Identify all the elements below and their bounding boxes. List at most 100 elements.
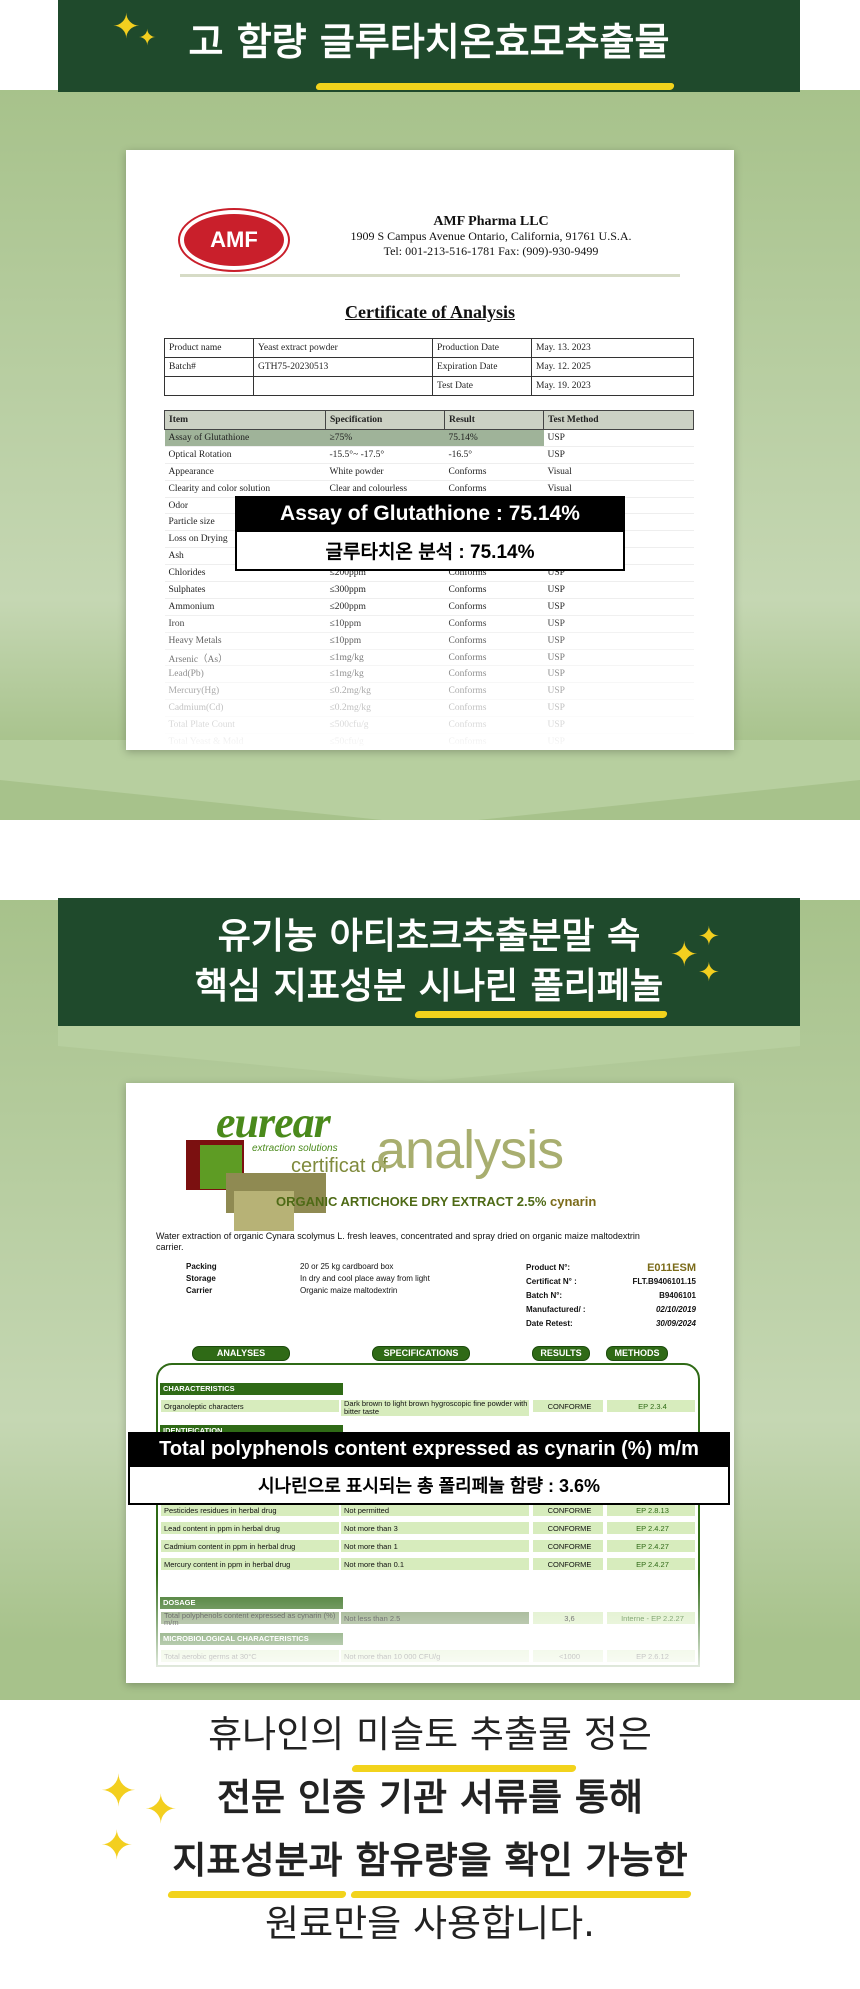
pill-specifications: SPECIFICATIONS	[372, 1346, 470, 1361]
info-cell	[164, 376, 254, 396]
row-result: CONFORME	[532, 1503, 604, 1517]
closing-highlight: 함유량을 확인 가능한	[355, 1829, 687, 1892]
header-divider	[180, 274, 680, 277]
test-cell: Sulphates	[164, 581, 326, 599]
col-header: Result	[444, 410, 544, 430]
row-spec: Not more than 3	[340, 1521, 530, 1535]
info-cell: Production Date	[432, 338, 532, 358]
star-icon: ✦	[112, 7, 141, 47]
row-result: CONFORME	[532, 1539, 604, 1553]
banner2-line2-plain: 핵심 지표성분	[194, 966, 419, 1007]
test-cell: USP	[543, 581, 694, 599]
logo-square	[234, 1191, 294, 1231]
row-analysis: Pesticides residues in herbal drug	[160, 1503, 340, 1517]
kv-value: B9406101	[659, 1291, 696, 1300]
test-row: Optical Rotation -15.5°~ -17.5° -16.5° USP	[164, 446, 694, 464]
test-cell: USP	[543, 446, 694, 464]
kv-label: Product N°:	[526, 1263, 571, 1272]
kv-value: 20 or 25 kg cardboard box	[300, 1262, 394, 1271]
col-header: Specification	[325, 410, 445, 430]
packing-info: Packing 20 or 25 kg cardboard box Storage…	[186, 1261, 430, 1297]
test-cell: Conforms	[444, 463, 544, 481]
info-cell: May. 12. 2025	[531, 357, 694, 377]
star-icon: ✦	[100, 1766, 137, 1817]
row-result: CONFORME	[532, 1521, 604, 1535]
kv-label: Carrier	[186, 1286, 213, 1295]
row-analysis: Cadmium content in ppm in herbal drug	[160, 1539, 340, 1553]
kv-value: FLT.B9406101.15	[632, 1277, 696, 1286]
closing-statement: 휴나인의 미슬토 추출물 정은 전문 인증 기관 서류를 통해 지표성분과 함유…	[0, 1703, 860, 1955]
kv-label: Date Retest:	[526, 1319, 573, 1328]
pill-methods: METHODS	[606, 1346, 668, 1361]
closing-line4: 원료만을 사용합니다.	[265, 1902, 595, 1945]
logo-subtitle: extraction solutions	[252, 1143, 338, 1154]
test-row: Sulphates ≤300ppm Conforms USP	[164, 581, 694, 599]
test-cell: White powder	[325, 463, 445, 481]
col-header: Test Method	[543, 410, 694, 430]
pill-results: RESULTS	[532, 1346, 590, 1361]
test-row: Appearance White powder Conforms Visual	[164, 463, 694, 481]
star-icon: ✦	[144, 1787, 178, 1833]
row-spec: Not permitted	[340, 1503, 530, 1517]
test-cell: Assay of Glutathione	[164, 429, 326, 447]
company-address: 1909 S Campus Avenue Ontario, California…	[350, 229, 632, 243]
test-cell: ≤300ppm	[325, 581, 445, 599]
closing-line1-b: 정은	[572, 1713, 652, 1756]
kv-value: In dry and cool place away from light	[300, 1274, 430, 1283]
callout-english: Assay of Glutathione : 75.14%	[235, 496, 625, 532]
row-analysis: Lead content in ppm in herbal drug	[160, 1521, 340, 1535]
row-method: EP 2.4.27	[606, 1557, 696, 1571]
info-cell: May. 19. 2023	[531, 376, 694, 396]
test-cell: Clearity and color solution	[164, 480, 326, 498]
info-cell: Product name	[164, 338, 254, 358]
info-cell: GTH75-20230513	[253, 357, 433, 377]
kv-label: Manufactured/ :	[526, 1305, 586, 1314]
row-analysis: Mercury content in ppm in herbal drug	[160, 1557, 340, 1571]
test-cell: USP	[543, 429, 694, 447]
banner2-line1: 유기농 아티초크추출분말 속	[217, 916, 641, 957]
star-icon: ✦	[698, 922, 720, 952]
test-cell: -15.5°~ -17.5°	[325, 446, 445, 464]
row-method: EP 2.4.27	[606, 1539, 696, 1553]
row-method: EP 2.4.27	[606, 1521, 696, 1535]
section-divider-chevron	[0, 740, 860, 825]
kv-label: Batch N°:	[526, 1291, 563, 1300]
info-row: Product name Yeast extract powder Produc…	[164, 338, 694, 358]
callout-korean: 글루타치온 분석 : 75.14%	[235, 532, 625, 571]
kv-label: Certificat N° :	[526, 1277, 577, 1286]
info-cell	[253, 376, 433, 396]
product-description: Water extraction of organic Cynara scoly…	[156, 1231, 640, 1252]
row-spec: Dark brown to light brown hygroscopic fi…	[340, 1399, 530, 1417]
closing-highlight: 지표성분과	[172, 1829, 342, 1892]
closing-highlight: 미슬토 추출물	[356, 1703, 572, 1766]
certificate-title: Certificate of Analysis	[345, 302, 515, 322]
info-cell: Test Date	[432, 376, 532, 396]
product-title: ORGANIC ARTICHOKE DRY EXTRACT 2.5% cynar…	[276, 1194, 596, 1209]
info-cell: May. 13. 2023	[531, 338, 694, 358]
product-ids: Product N°: E011ESM Certificat N° : FLT.B9…	[526, 1261, 696, 1331]
bottom-fade	[126, 600, 734, 750]
test-cell: Conforms	[444, 480, 544, 498]
test-row: Assay of Glutathione ≥75% 75.14% USP	[164, 429, 694, 447]
test-cell: Conforms	[444, 581, 544, 599]
info-cell: Yeast extract powder	[253, 338, 433, 358]
callout-english: Total polyphenols content expressed as c…	[128, 1432, 730, 1467]
kv-label: Packing	[186, 1262, 217, 1271]
star-icon: ✦	[670, 935, 699, 975]
test-cell: ≥75%	[325, 429, 445, 447]
callout-korean: 시나린으로 표시되는 총 폴리페놀 함량 : 3.6%	[128, 1467, 730, 1505]
certificate-of-analysis-eurear: eurear extraction solutions certificat o…	[126, 1083, 734, 1683]
kv-label: Storage	[186, 1274, 216, 1283]
kv-value: Organic maize maltodextrin	[300, 1286, 398, 1295]
kv-value: 30/09/2024	[655, 1319, 696, 1328]
info-row: Batch# GTH75-20230513 Expiration Date Ma…	[164, 357, 694, 377]
certificat-of-text: certificat of	[291, 1155, 388, 1177]
banner-glutathione: ✦ ✦ 고 함량 글루타치온효모추출물	[58, 0, 800, 92]
bottom-fade	[126, 1573, 734, 1683]
product-name: ORGANIC ARTICHOKE DRY EXTRACT 2.5%	[276, 1194, 547, 1209]
test-cell: -16.5°	[444, 446, 544, 464]
kv-value: E011ESM	[647, 1262, 696, 1274]
certificate-of-analysis-amf: AMF AMF Pharma LLC 1909 S Campus Avenue …	[126, 150, 734, 750]
test-cell: 75.14%	[444, 429, 544, 447]
star-icon: ✦	[698, 958, 720, 988]
